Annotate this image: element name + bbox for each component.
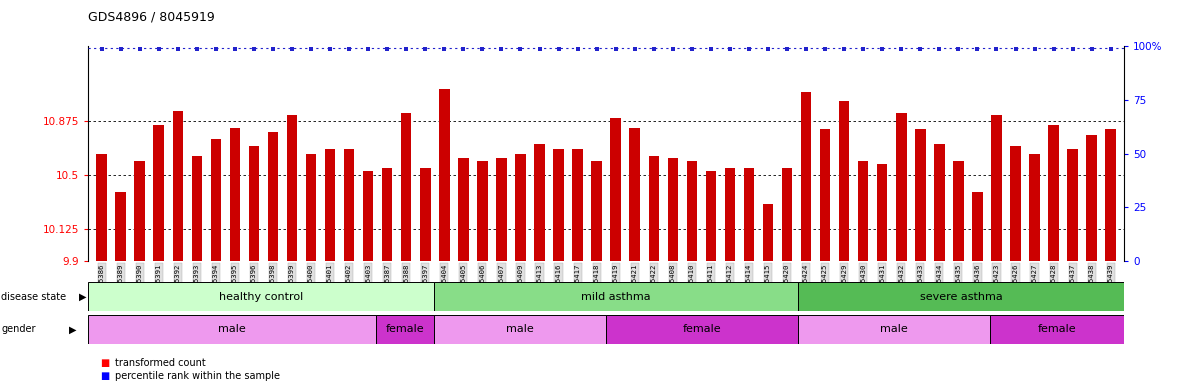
Text: disease state: disease state [1, 291, 66, 302]
Bar [896, 113, 906, 261]
Bar [877, 164, 887, 261]
Text: severe asthma: severe asthma [919, 291, 1003, 302]
Text: gender: gender [1, 324, 35, 334]
Bar [798, 282, 1124, 311]
Bar [516, 154, 526, 261]
Bar [401, 113, 412, 261]
Bar [230, 128, 240, 261]
Bar [287, 115, 298, 261]
Bar [433, 282, 798, 311]
Bar [1010, 146, 1020, 261]
Text: male: male [880, 324, 907, 334]
Text: ▶: ▶ [69, 324, 77, 334]
Bar [134, 161, 145, 261]
Text: female: female [1038, 324, 1076, 334]
Bar [800, 92, 811, 261]
Bar [744, 168, 754, 261]
Bar [97, 154, 107, 261]
Text: healthy control: healthy control [219, 291, 302, 302]
Text: ■: ■ [100, 358, 109, 368]
Bar [972, 192, 983, 261]
Bar [325, 149, 335, 261]
Bar [477, 161, 487, 261]
Bar [935, 144, 945, 261]
Bar [1068, 149, 1078, 261]
Bar [953, 161, 964, 261]
Text: male: male [506, 324, 533, 334]
Text: male: male [218, 324, 246, 334]
Text: GDS4896 / 8045919: GDS4896 / 8045919 [88, 10, 215, 23]
Bar [88, 282, 433, 311]
Bar [820, 129, 830, 261]
Bar [706, 171, 716, 261]
Text: transformed count: transformed count [115, 358, 206, 368]
Bar [458, 158, 468, 261]
Bar [782, 168, 792, 261]
Bar [990, 315, 1124, 344]
Bar [344, 149, 354, 261]
Bar [192, 156, 202, 261]
Bar [798, 315, 990, 344]
Bar [991, 115, 1002, 261]
Text: percentile rank within the sample: percentile rank within the sample [115, 371, 280, 381]
Bar [211, 139, 221, 261]
Bar [173, 111, 182, 261]
Bar [630, 128, 640, 261]
Bar [248, 146, 259, 261]
Text: mild asthma: mild asthma [581, 291, 651, 302]
Bar [306, 154, 317, 261]
Bar [649, 156, 659, 261]
Bar [915, 129, 925, 261]
Bar [363, 171, 373, 261]
Bar [686, 161, 697, 261]
Bar [591, 161, 601, 261]
Bar [553, 149, 564, 261]
Bar [725, 168, 736, 261]
Bar [497, 158, 506, 261]
Bar [606, 315, 798, 344]
Bar [267, 132, 278, 261]
Bar [88, 315, 375, 344]
Bar [667, 158, 678, 261]
Bar [375, 315, 433, 344]
Bar [115, 192, 126, 261]
Bar [383, 168, 392, 261]
Bar [439, 89, 450, 261]
Text: female: female [385, 324, 424, 334]
Bar [763, 204, 773, 261]
Bar [420, 168, 431, 261]
Bar [1105, 129, 1116, 261]
Bar [839, 101, 850, 261]
Text: ▶: ▶ [79, 291, 86, 302]
Bar [1030, 154, 1039, 261]
Bar [153, 125, 164, 261]
Bar [1086, 135, 1097, 261]
Text: ■: ■ [100, 371, 109, 381]
Bar [611, 118, 621, 261]
Text: female: female [683, 324, 722, 334]
Bar [534, 144, 545, 261]
Bar [858, 161, 869, 261]
Bar [433, 315, 606, 344]
Bar [1049, 125, 1059, 261]
Bar [572, 149, 583, 261]
